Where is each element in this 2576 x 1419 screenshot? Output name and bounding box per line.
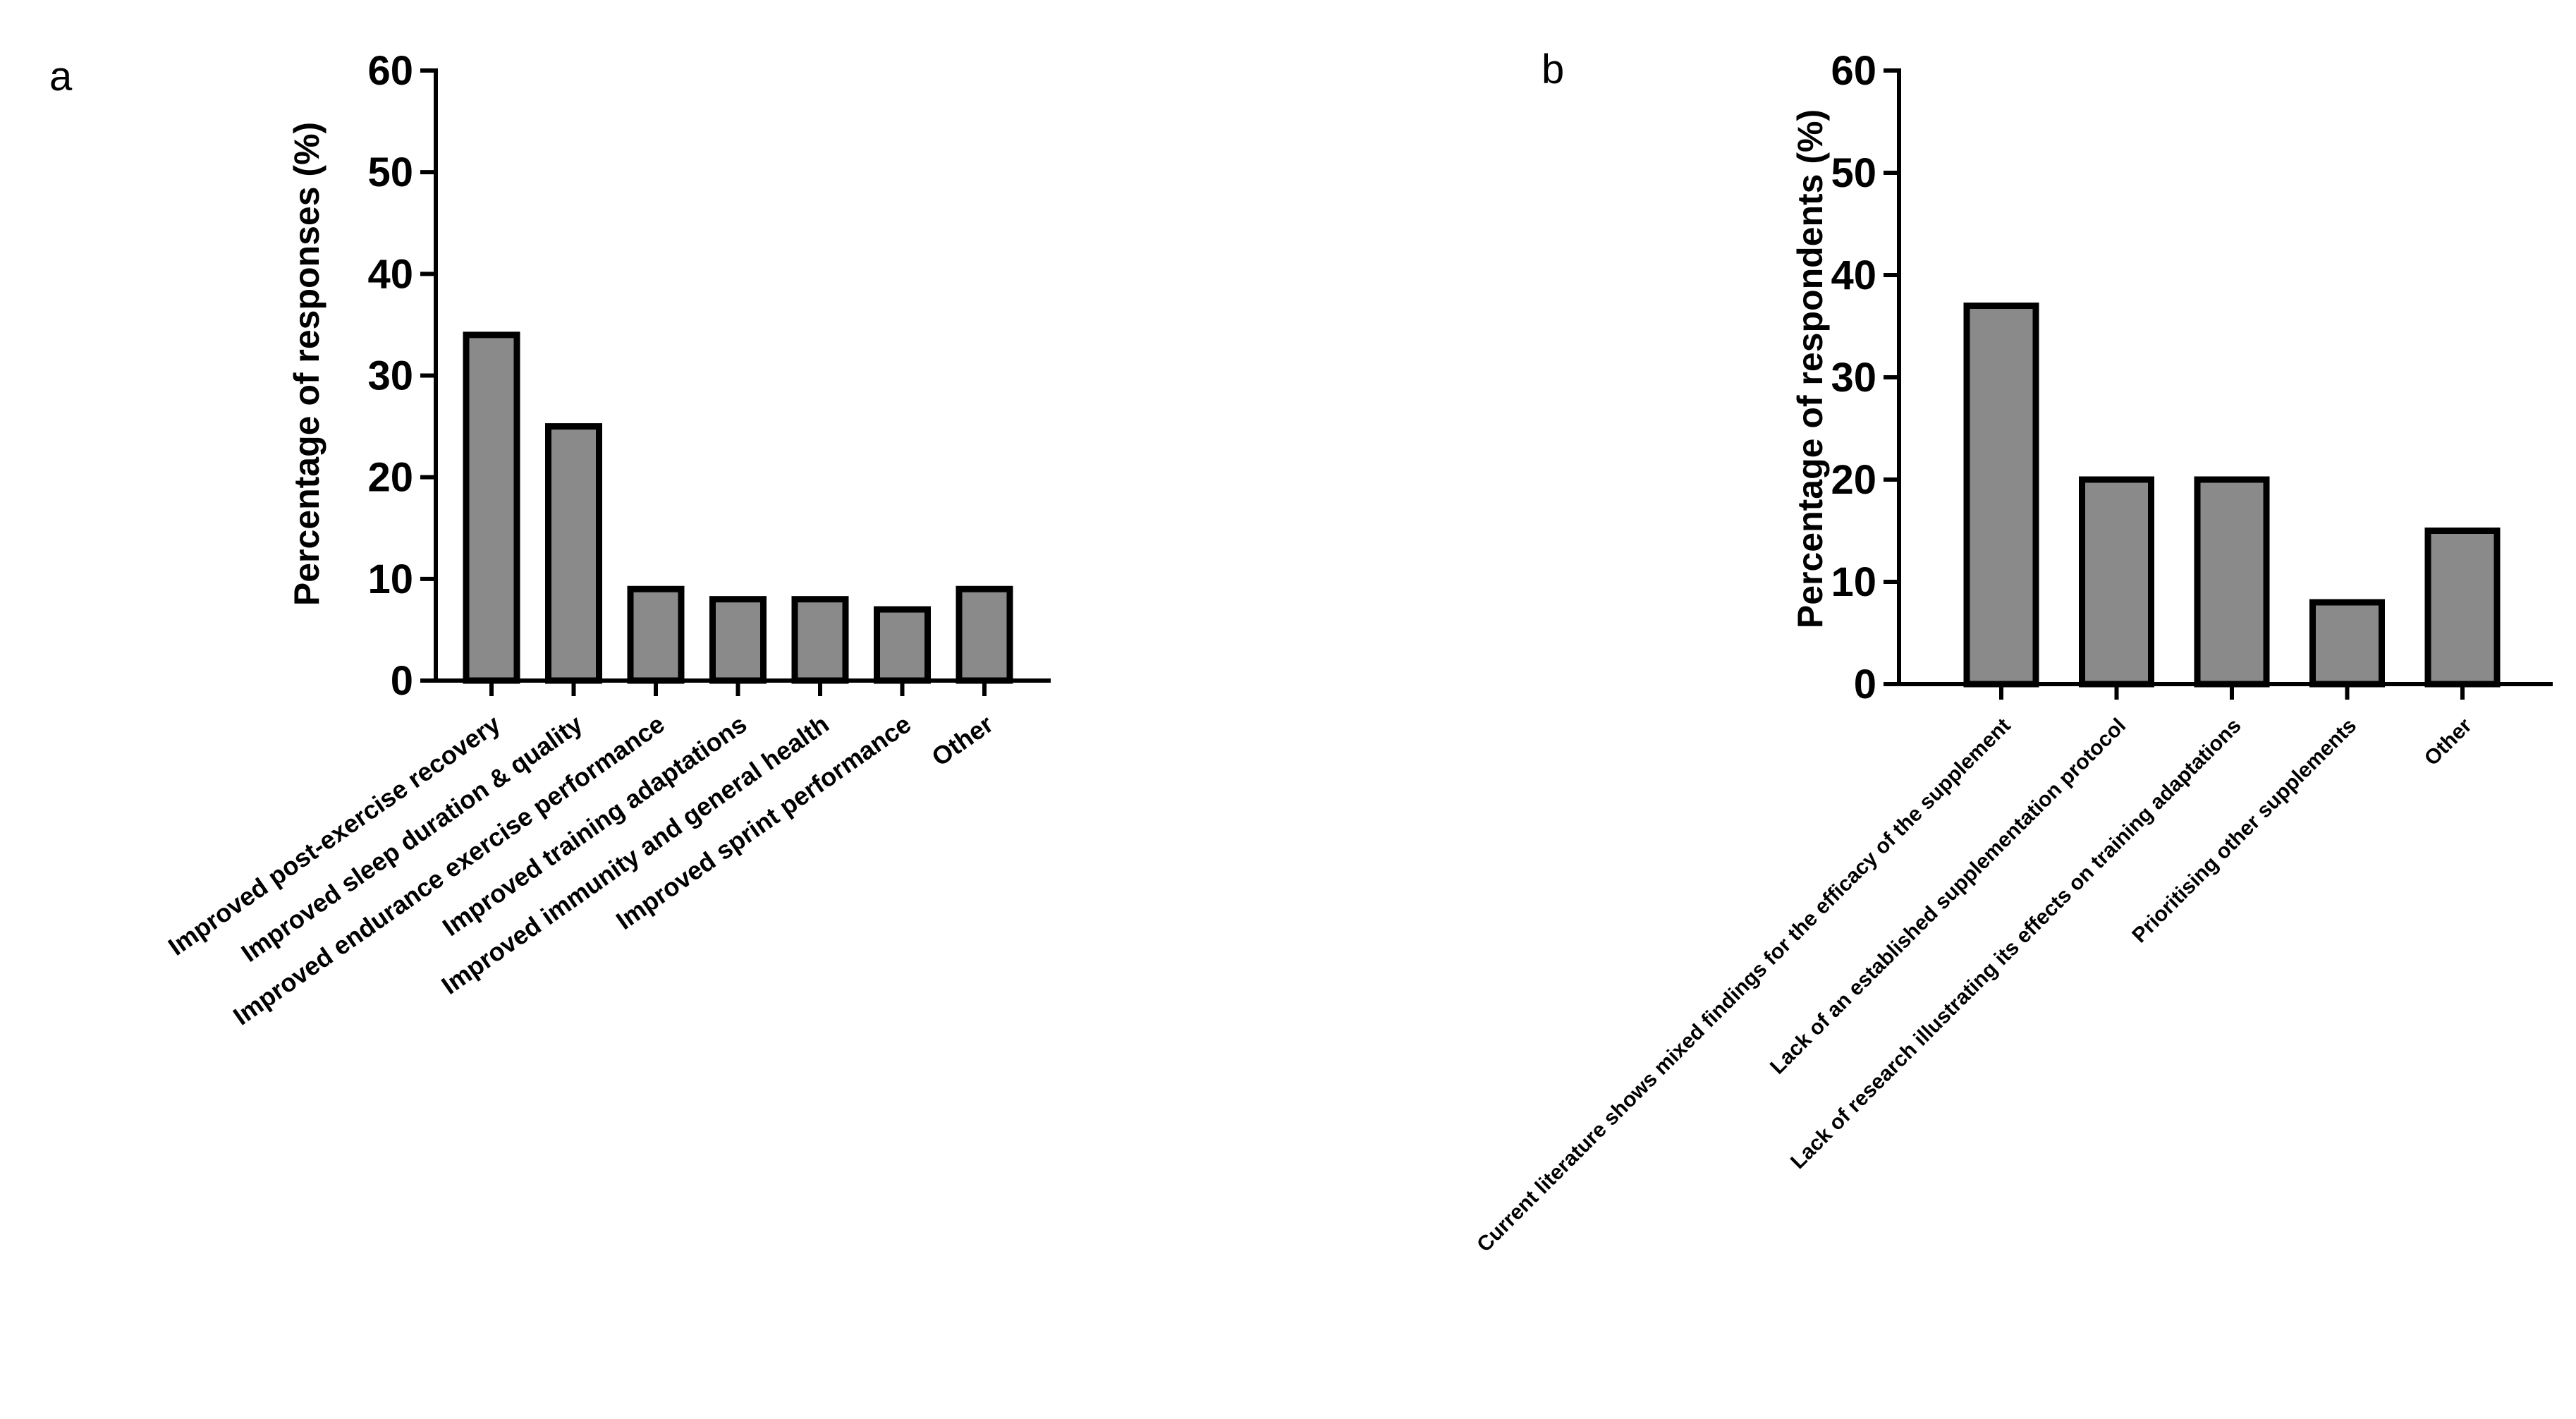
panel-a-category-label-7: Other [927,710,999,772]
panel-a-y-tick-label-10: 10 [367,556,413,602]
panel-a-bar-6 [874,606,931,684]
panel-a-y-tick-label-50: 50 [367,150,413,195]
panel-a-letter: a [49,54,73,99]
panel-a-bar-1 [463,331,520,684]
panel-b-y-tick-label-10: 10 [1831,559,1876,605]
panel-a-y-tick-label-30: 30 [367,353,413,399]
panel-b: b Percentage of respondents (%) 0 10 20 30 4… [1472,47,2553,1257]
panel-a-y-tick-label-20: 20 [367,455,413,501]
panel-b-category-label-4: Prioritising other supplements [2128,714,2361,947]
panel-b-plot: 0 10 20 30 40 50 60 Current literature shows mi… [1472,48,2553,1257]
panel-b-y-tick-label-40: 40 [1831,252,1876,298]
panel-a-y-tick-label-40: 40 [367,251,413,297]
panel-b-bar-1 [1963,303,2039,688]
panel-a-bar-5 [791,596,849,684]
panel-b-bar-3 [2194,476,2270,688]
panel-b-y-tick-label-50: 50 [1831,150,1876,196]
panel-a-bar-3 [627,585,685,684]
panel-b-bar-5 [2424,528,2501,688]
panel-a-y-axis-title: Percentage of responses (%) [287,122,326,606]
panel-b-category-label-5: Other [2420,714,2477,770]
panel-b-y-tick-label-60: 60 [1831,48,1876,94]
panel-a-y-tick-label-0: 0 [391,658,413,704]
panel-b-category-label-1: Current literature shows mixed findings … [1472,714,2015,1256]
panel-b-category-label-3: Lack of research illustrating its effect… [1786,714,2246,1174]
panel-b-bar-4 [2309,599,2385,688]
panel-b-bar-2 [2079,476,2154,688]
panel-b-letter: b [1542,47,1564,92]
panel-a: a Percentage of responses (%) 0 10 20 30 40 5… [49,48,1051,1031]
panel-b-y-tick-label-0: 0 [1854,662,1876,707]
panel-a-bar-4 [709,596,767,684]
panel-b-y-tick-label-30: 30 [1831,355,1876,401]
panel-b-y-axis-title: Percentage of respondents (%) [1790,109,1830,628]
panel-a-bar-2 [545,423,602,684]
panel-a-bar-7 [956,585,1013,684]
panel-b-y-tick-label-20: 20 [1831,457,1876,503]
panel-a-y-tick-label-60: 60 [367,48,413,94]
